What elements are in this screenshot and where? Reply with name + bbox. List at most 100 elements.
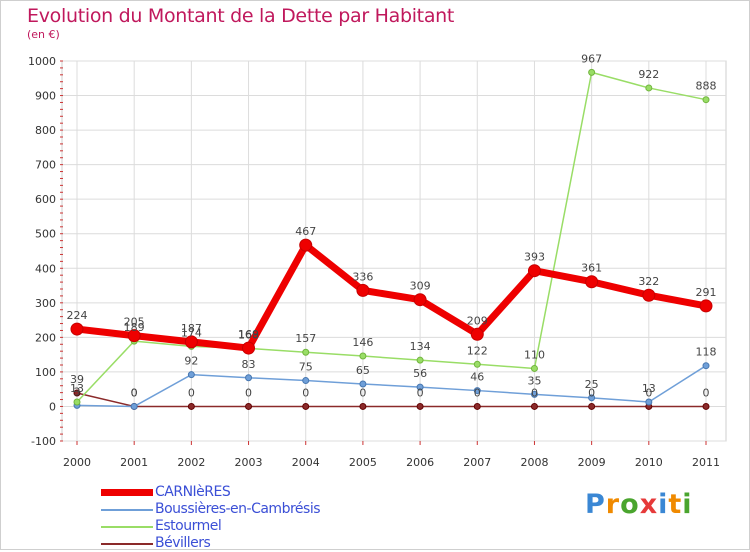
- data-label: 967: [581, 52, 602, 65]
- data-point: [359, 380, 367, 388]
- y-tick-label: 1000: [28, 55, 56, 68]
- data-label: 92: [184, 355, 198, 368]
- data-point: [130, 402, 138, 410]
- data-label: 13: [642, 382, 656, 395]
- data-point: [645, 84, 653, 92]
- data-point: [585, 275, 599, 289]
- data-label: 35: [527, 374, 541, 387]
- data-label: 0: [131, 386, 138, 399]
- data-point: [702, 402, 710, 410]
- data-label: 322: [638, 275, 659, 288]
- data-label: 157: [295, 332, 316, 345]
- logo-letter: i: [658, 489, 669, 520]
- y-tick-label: 700: [35, 159, 56, 172]
- logo-letter: P: [585, 489, 606, 520]
- data-label: 205: [124, 316, 145, 329]
- data-point: [530, 402, 538, 410]
- plot-area: [61, 60, 727, 442]
- data-point: [416, 402, 424, 410]
- data-label: 25: [585, 378, 599, 391]
- data-point: [359, 352, 367, 360]
- data-label: 336: [352, 270, 373, 283]
- data-label: 56: [413, 367, 427, 380]
- data-label: 467: [295, 225, 316, 238]
- chart-title: Evolution du Montant de la Dette par Hab…: [27, 5, 455, 27]
- data-point: [530, 390, 538, 398]
- data-label: 189: [124, 321, 145, 334]
- data-point: [127, 329, 141, 343]
- logo-letter: o: [620, 489, 640, 520]
- y-tick-label: 500: [35, 228, 56, 241]
- data-label: 110: [524, 348, 545, 361]
- data-point: [702, 362, 710, 370]
- data-point: [299, 238, 313, 252]
- y-tick-label: 300: [35, 297, 56, 310]
- data-point: [702, 96, 710, 104]
- data-label: 0: [245, 386, 252, 399]
- legend-swatch-estourmel: [101, 526, 153, 528]
- data-label: 0: [417, 386, 424, 399]
- x-tick-label: 2001: [120, 456, 148, 469]
- y-tick-label: -100: [31, 435, 56, 448]
- data-label: 0: [703, 386, 710, 399]
- legend-swatch-bevillers: [101, 543, 153, 545]
- data-point: [416, 356, 424, 364]
- data-point: [70, 322, 84, 336]
- data-label: 169: [238, 328, 259, 341]
- data-point: [187, 371, 195, 379]
- data-label: 13: [70, 382, 84, 395]
- y-tick-label: 900: [35, 90, 56, 103]
- data-point: [302, 402, 310, 410]
- series-line: [76, 71, 707, 403]
- x-tick-label: 2008: [520, 456, 548, 469]
- data-point: [356, 283, 370, 297]
- data-label: 0: [188, 386, 195, 399]
- y-tick-label: 200: [35, 331, 56, 344]
- data-point: [470, 327, 484, 341]
- x-tick-label: 2007: [463, 456, 491, 469]
- data-label: 83: [242, 358, 256, 371]
- y-tick-label: 600: [35, 193, 56, 206]
- data-point: [699, 299, 713, 313]
- data-label: 224: [67, 309, 88, 322]
- y-tick-label: 800: [35, 124, 56, 137]
- x-tick-label: 2009: [578, 456, 606, 469]
- data-label: 0: [645, 386, 652, 399]
- legend-label: Estourmel: [155, 518, 222, 534]
- x-tick-label: 2010: [635, 456, 663, 469]
- data-point: [588, 402, 596, 410]
- data-label: 209: [467, 314, 488, 327]
- data-label: 0: [588, 386, 595, 399]
- legend-label: Boussières-en-Cambrésis: [155, 501, 321, 517]
- x-tick-label: 2003: [235, 456, 263, 469]
- data-point: [473, 387, 481, 395]
- data-point: [302, 377, 310, 385]
- data-point: [242, 341, 256, 355]
- legend-label: CARNIèRES: [155, 484, 231, 500]
- data-point: [588, 394, 596, 402]
- x-tick-label: 2000: [63, 456, 91, 469]
- data-label: 361: [581, 262, 602, 275]
- logo-letter: x: [639, 489, 659, 520]
- data-point: [645, 398, 653, 406]
- series-line: [76, 392, 707, 408]
- x-tick-label: 2011: [692, 456, 720, 469]
- logo-letter: r: [605, 489, 621, 520]
- x-tick-label: 2002: [177, 456, 205, 469]
- data-label: 46: [470, 371, 484, 384]
- data-label: 0: [359, 386, 366, 399]
- y-tick-label: 400: [35, 262, 56, 275]
- data-label: 118: [696, 346, 717, 359]
- data-label: 309: [410, 280, 431, 293]
- data-label: 168: [238, 328, 259, 341]
- legend-swatch-carnieres: [101, 489, 153, 496]
- data-point: [187, 402, 195, 410]
- data-label: 291: [696, 286, 717, 299]
- data-label: 187: [181, 322, 202, 335]
- logo-letter: t: [668, 489, 683, 520]
- data-point: [530, 364, 538, 372]
- data-point: [588, 68, 596, 76]
- data-point: [473, 360, 481, 368]
- legend-swatch-boussieres: [101, 509, 153, 511]
